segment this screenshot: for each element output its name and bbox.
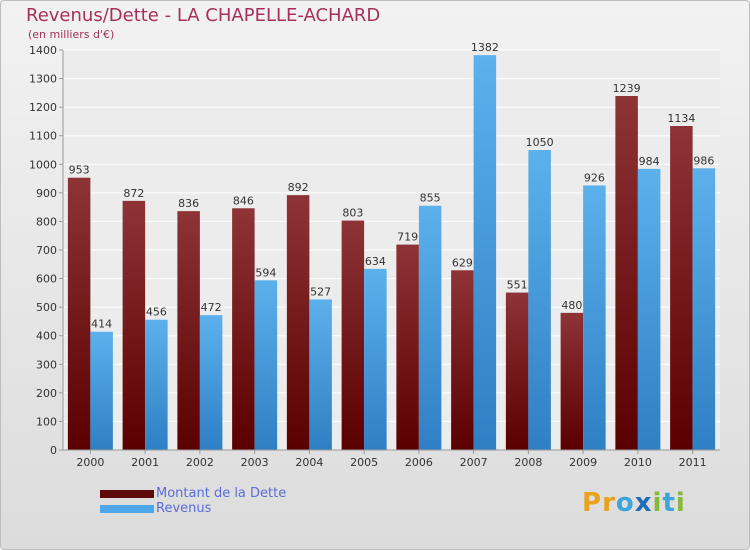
bar-dette <box>122 200 146 450</box>
data-label-revenus: 414 <box>91 318 112 331</box>
data-label-revenus: 456 <box>146 306 167 319</box>
bar-dette <box>505 292 529 450</box>
bar-dette <box>67 177 91 450</box>
bar-dette <box>396 244 419 450</box>
data-label-dette: 551 <box>507 279 528 292</box>
bar-revenus <box>199 315 223 450</box>
x-tick-label: 2003 <box>241 456 269 469</box>
bar-revenus <box>583 185 606 450</box>
y-tick-label: 1100 <box>29 130 57 143</box>
grid-lines <box>63 49 720 422</box>
x-tick-label: 2010 <box>624 456 652 469</box>
bar-dette <box>177 211 200 450</box>
bar-dette <box>341 220 365 450</box>
x-tick-label: 2011 <box>679 456 707 469</box>
bar-revenus <box>528 150 551 450</box>
legend-label-revenus: Revenus <box>156 501 212 516</box>
x-tick-label: 2008 <box>514 456 542 469</box>
legend-swatch-dette <box>100 489 154 498</box>
data-label-revenus: 634 <box>365 255 386 268</box>
y-tick-label: 700 <box>36 244 57 257</box>
logo-letter: P <box>582 488 603 518</box>
legend-label-dette: Montant de la Dette <box>156 486 287 501</box>
y-tick-label: 1200 <box>29 101 57 114</box>
bar-dette <box>451 270 474 450</box>
data-label-dette: 892 <box>288 181 309 194</box>
bar-dette <box>232 208 255 450</box>
x-tick-label: 2004 <box>295 456 323 469</box>
y-tick-label: 300 <box>36 358 57 371</box>
y-tick-label: 1300 <box>29 73 57 86</box>
data-labels: 953 414 872 456 836 472 846 594 892 527 803 634 719 8… <box>69 41 715 331</box>
data-label-revenus: 594 <box>255 266 276 279</box>
bar-revenus <box>309 299 332 450</box>
data-label-dette: 1134 <box>667 112 695 125</box>
bar-revenus <box>145 319 168 450</box>
x-tick-label: 2006 <box>405 456 433 469</box>
data-label-revenus: 472 <box>201 301 222 314</box>
data-label-revenus: 855 <box>420 192 441 205</box>
y-tick-label: 600 <box>36 273 57 286</box>
y-tick-label: 400 <box>36 330 57 343</box>
bar-dette <box>286 195 310 450</box>
x-tick-label: 2002 <box>186 456 214 469</box>
bar-revenus <box>364 268 387 450</box>
x-tick-label: 2001 <box>131 456 159 469</box>
data-label-revenus: 984 <box>639 155 660 168</box>
logo-letter: i <box>652 488 663 518</box>
legend-item-revenus: Revenus <box>100 501 286 516</box>
data-label-revenus: 1382 <box>471 41 499 54</box>
logo-letter: t <box>662 488 676 518</box>
bar-revenus <box>254 280 278 450</box>
x-tick-label: 2005 <box>350 456 378 469</box>
data-label-revenus: 986 <box>693 154 714 167</box>
y-tick-label: 1400 <box>29 44 57 57</box>
data-label-revenus: 926 <box>584 171 605 184</box>
logo-letter: o <box>615 488 635 518</box>
y-tick-label: 800 <box>36 215 57 228</box>
bar-dette <box>670 126 693 450</box>
bar-revenus <box>418 205 442 450</box>
logo-letter: x <box>634 488 653 518</box>
x-tick-label: 2007 <box>460 456 488 469</box>
x-tick-label: 2000 <box>76 456 104 469</box>
y-tick-label: 1000 <box>29 158 57 171</box>
legend-swatch-revenus <box>100 504 154 513</box>
y-tick-label: 100 <box>36 415 57 428</box>
logo-letter: r <box>602 488 616 518</box>
bars <box>67 55 716 451</box>
data-label-revenus: 527 <box>310 285 331 298</box>
y-tick-label: 0 <box>50 444 57 457</box>
x-axis-ticks: 2000 2001 2002 2003 2004 2005 2006 2007 2008 2009… <box>76 450 707 469</box>
data-label-dette: 480 <box>561 299 582 312</box>
data-label-dette: 846 <box>233 194 254 207</box>
y-tick-label: 500 <box>36 301 57 314</box>
bar-revenus <box>473 55 497 451</box>
y-tick-label: 200 <box>36 387 57 400</box>
bar-revenus <box>692 168 716 451</box>
data-label-dette: 953 <box>69 164 90 177</box>
data-label-dette: 836 <box>178 197 199 210</box>
legend: Montant de la Dette Revenus <box>100 486 286 516</box>
legend-item-dette: Montant de la Dette <box>100 486 286 501</box>
y-axis-ticks: 0 100 200 300 400 500 600 700 800 900 1000 1100 1200… <box>29 44 63 457</box>
bar-dette <box>615 96 638 450</box>
chart-subtitle: (en milliers d'€) <box>28 28 115 41</box>
data-label-revenus: 1050 <box>526 136 554 149</box>
chart-title: Revenus/Dette - LA CHAPELLE-ACHARD <box>26 5 381 26</box>
bar-revenus <box>90 331 113 450</box>
data-label-dette: 872 <box>123 187 144 200</box>
logo-letter: i <box>675 488 686 518</box>
proxiti-logo: Proxiti <box>582 488 686 518</box>
data-label-dette: 719 <box>397 231 418 244</box>
bar-revenus <box>637 168 661 450</box>
data-label-dette: 1239 <box>613 82 641 95</box>
bar-dette <box>560 312 584 450</box>
data-label-dette: 629 <box>452 256 473 269</box>
x-tick-label: 2009 <box>569 456 597 469</box>
y-tick-label: 900 <box>36 187 57 200</box>
data-label-dette: 803 <box>342 207 363 220</box>
